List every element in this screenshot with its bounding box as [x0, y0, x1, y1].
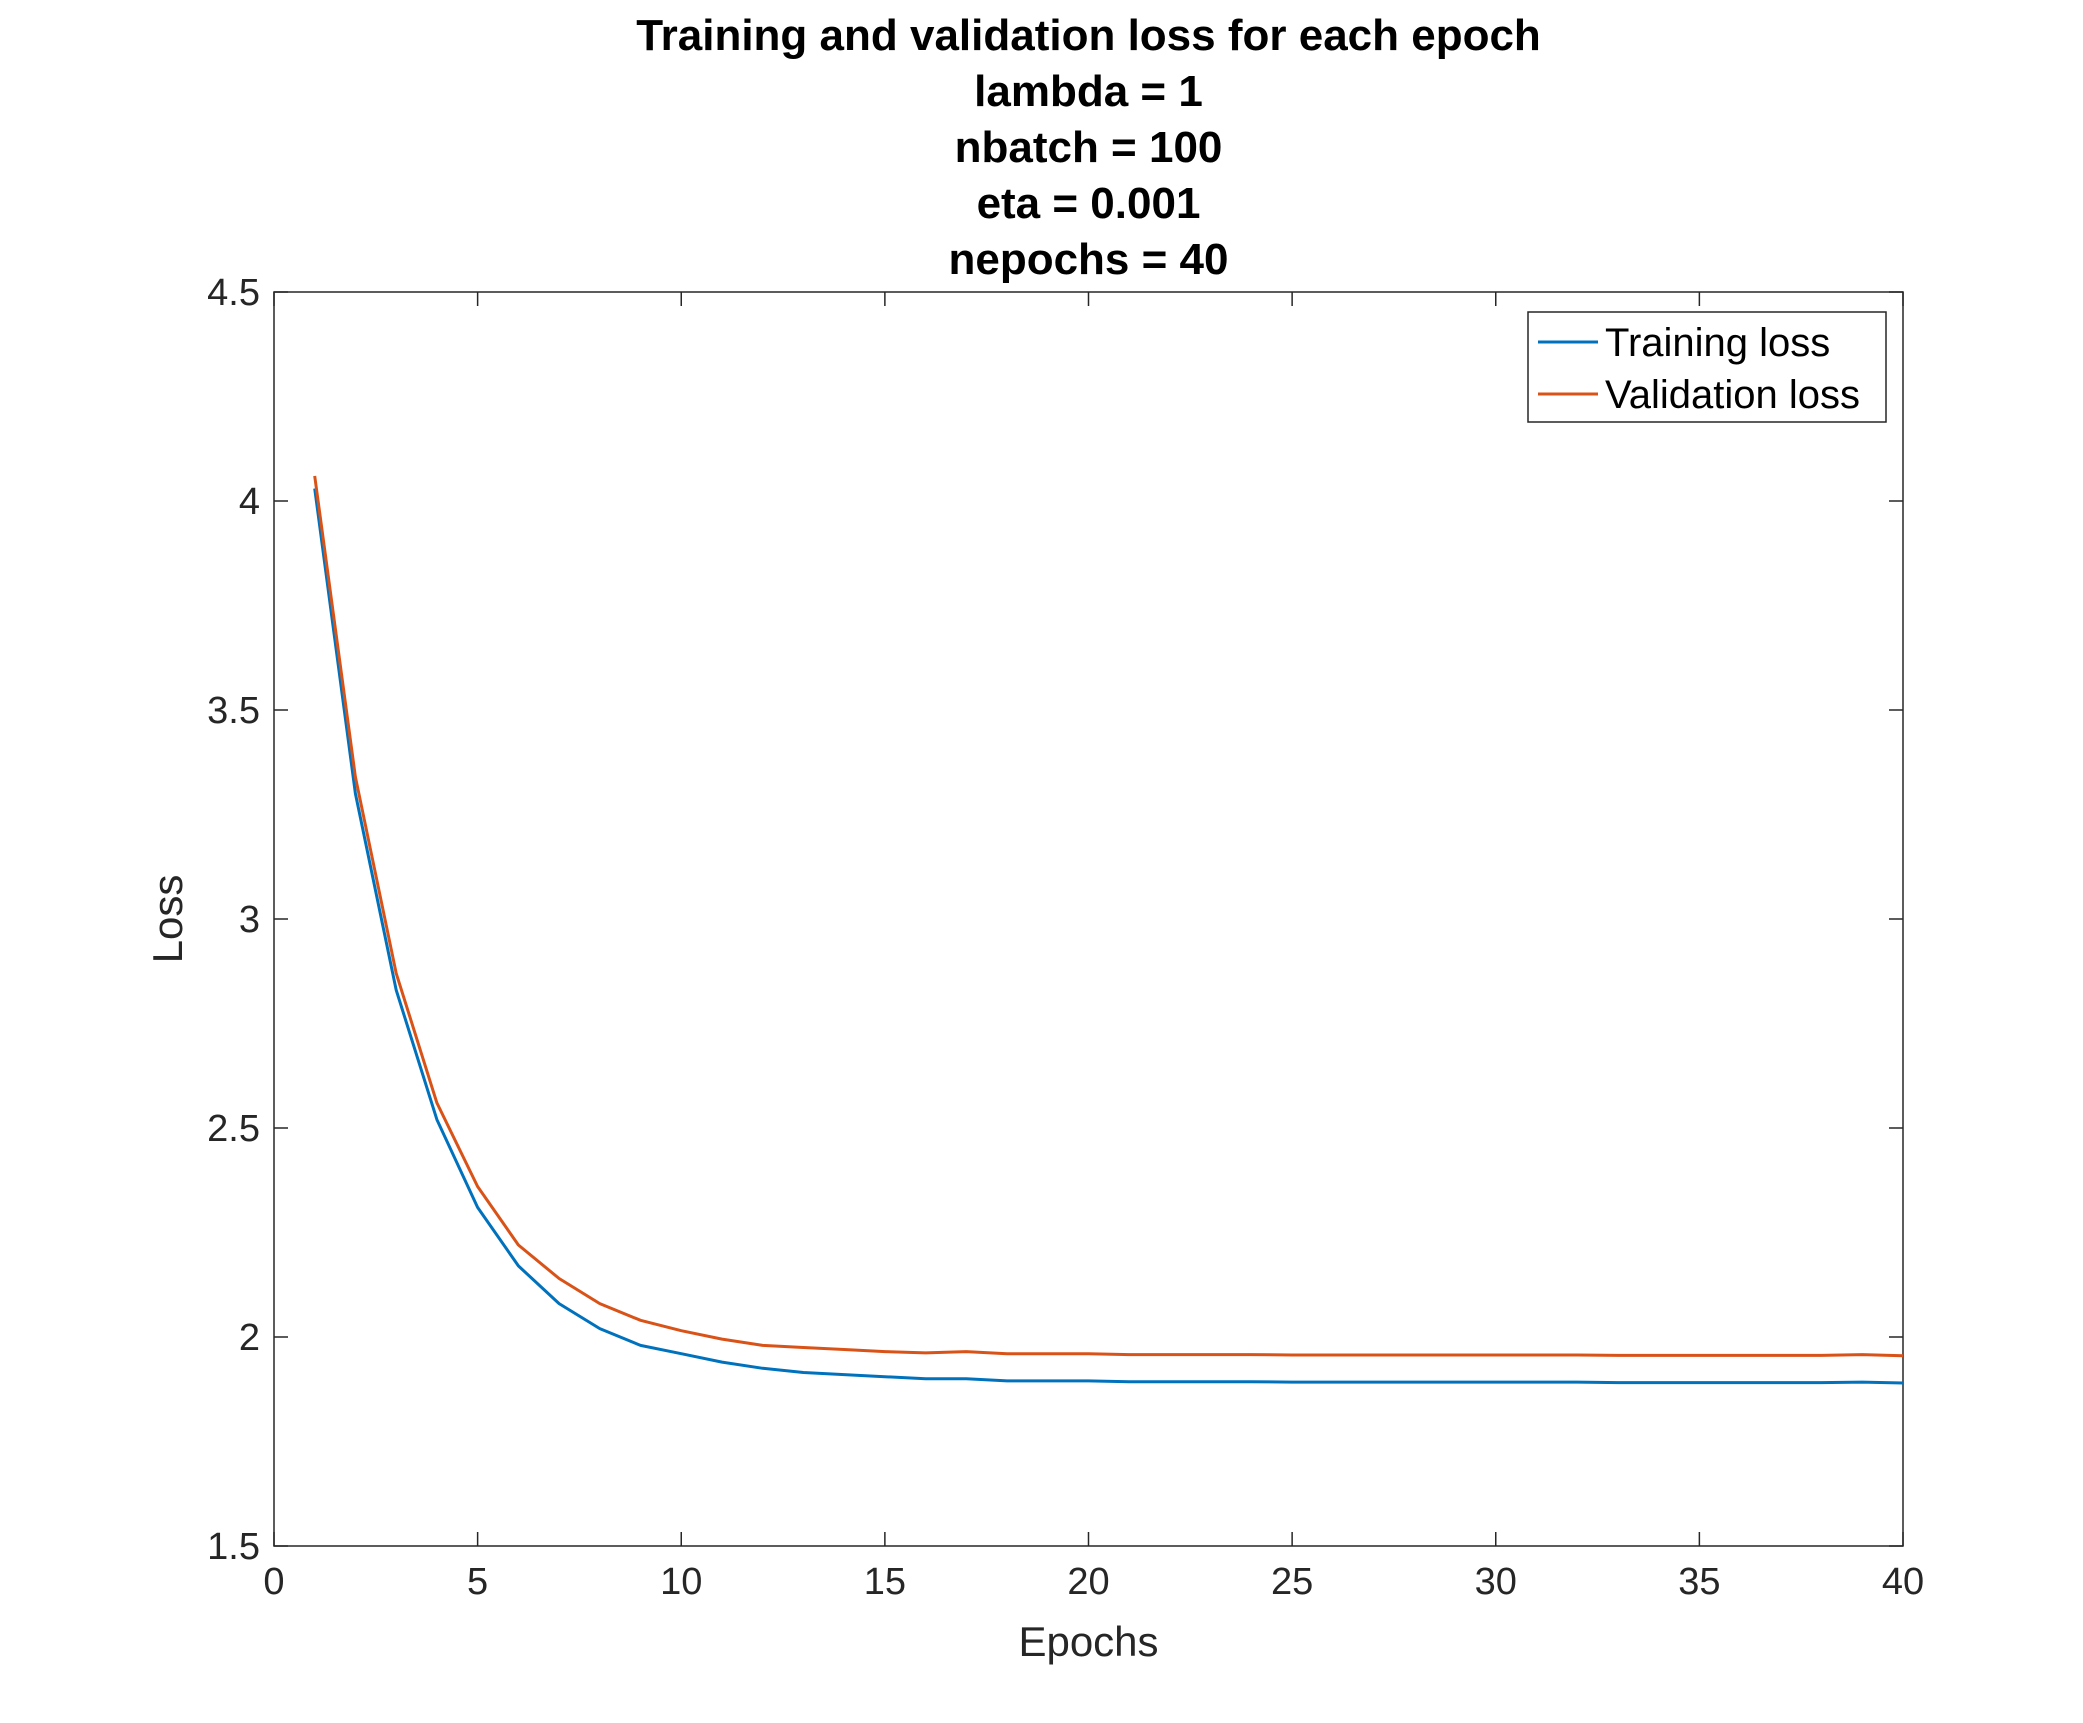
title-line-3: nbatch = 100 — [955, 123, 1223, 172]
x-tick-label: 10 — [660, 1561, 702, 1603]
legend-box — [1527, 311, 1887, 423]
y-tick-label: 4.5 — [207, 272, 260, 314]
x-tick-label: 30 — [1475, 1561, 1517, 1603]
y-tick-label: 1.5 — [207, 1526, 260, 1568]
title-line-5: nepochs = 40 — [948, 235, 1228, 284]
x-tick-label: 25 — [1271, 1561, 1313, 1603]
x-tick-label: 0 — [263, 1561, 284, 1603]
x-tick-label: 40 — [1882, 1561, 1924, 1603]
y-axis-label: Loss — [144, 875, 191, 964]
y-tick-label: 2.5 — [207, 1108, 260, 1150]
axes-box — [273, 291, 1904, 1547]
x-axis-ticks: 0 5 10 15 20 25 30 35 40 — [263, 292, 1924, 1603]
y-tick-label: 2 — [239, 1317, 260, 1359]
title-line-2: lambda = 1 — [974, 67, 1203, 116]
series-lines — [313, 475, 1904, 1385]
legend-label-training-loss: Training loss — [1605, 321, 1830, 365]
y-tick-label: 3.5 — [207, 690, 260, 732]
x-axis-label: Epochs — [1018, 1618, 1158, 1665]
legend: Training loss Validation loss — [1527, 311, 1887, 423]
title-line-1: Training and validation loss for each ep… — [636, 11, 1541, 60]
legend-label-validation-loss: Validation loss — [1605, 373, 1860, 417]
y-tick-label: 4 — [239, 481, 260, 523]
series-line-validation-loss — [313, 475, 1904, 1358]
y-tick-label: 3 — [239, 899, 260, 941]
plot-area: 0 5 10 15 20 25 30 35 40 1.5 2 2.5 3 3.5 4 4.5 — [207, 272, 1924, 1603]
chart-title: Training and validation loss for each ep… — [636, 11, 1541, 284]
x-tick-label: 5 — [467, 1561, 488, 1603]
y-axis-ticks: 1.5 2 2.5 3 3.5 4 4.5 — [207, 272, 1903, 1568]
title-line-4: eta = 0.001 — [977, 179, 1201, 228]
x-tick-label: 20 — [1067, 1561, 1109, 1603]
x-tick-label: 15 — [864, 1561, 906, 1603]
x-tick-label: 35 — [1678, 1561, 1720, 1603]
series-line-training-loss — [313, 488, 1904, 1385]
